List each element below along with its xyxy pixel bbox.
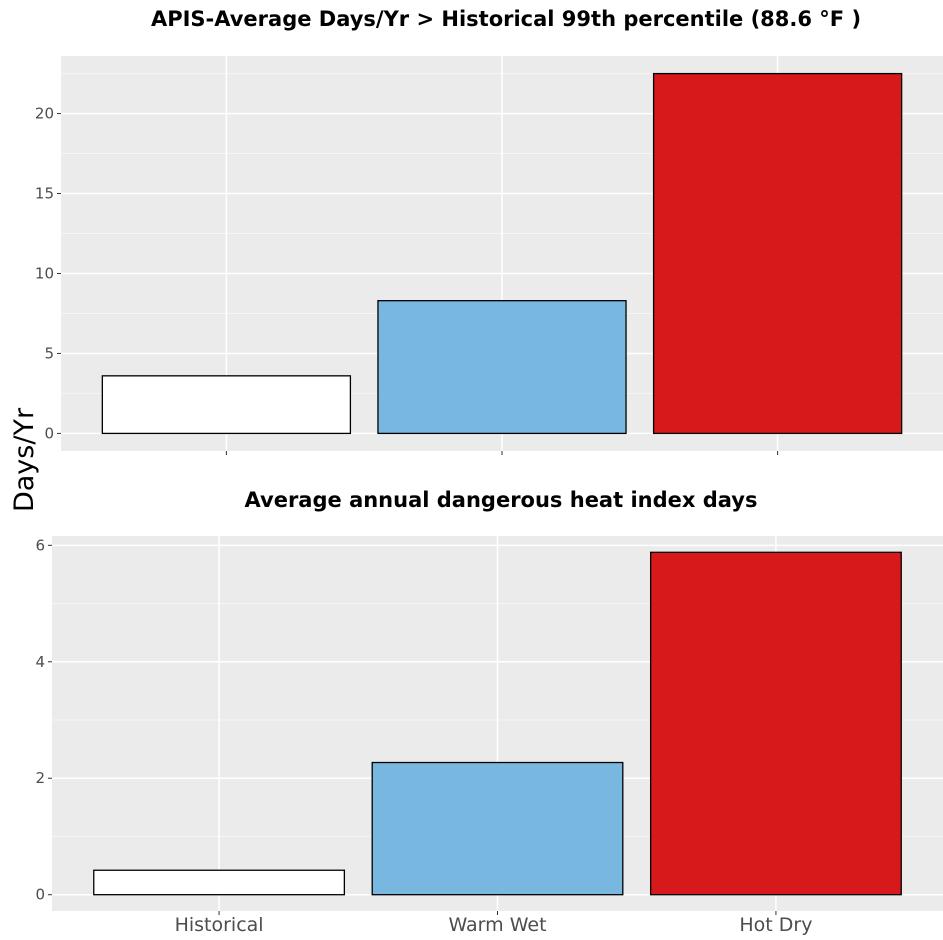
x-tick-label: Historical bbox=[175, 914, 264, 936]
y-tick-label: 0 bbox=[35, 886, 45, 904]
bar-historical bbox=[93, 869, 346, 896]
y-tick-label: 0 bbox=[44, 424, 54, 442]
y-tick-label: 4 bbox=[35, 653, 45, 671]
bar-historical bbox=[101, 375, 352, 435]
y-tick-label: 6 bbox=[35, 536, 45, 554]
chart-title: Average annual dangerous heat index days bbox=[245, 488, 758, 512]
bar-hot-dry bbox=[652, 72, 903, 435]
bar-warm-wet bbox=[377, 300, 627, 435]
bar-warm-wet bbox=[371, 761, 624, 896]
y-tick-label: 2 bbox=[35, 769, 45, 787]
y-tick-label: 5 bbox=[44, 344, 54, 362]
chart-title: APIS-Average Days/Yr > Historical 99th p… bbox=[151, 7, 861, 31]
x-tick-label: Hot Dry bbox=[739, 914, 812, 936]
x-tick-label: Warm Wet bbox=[448, 914, 546, 936]
bar-hot-dry bbox=[649, 551, 902, 896]
y-tick-label: 10 bbox=[35, 264, 54, 282]
y-tick-label: 20 bbox=[35, 105, 54, 123]
chart-top: 0 5 10 15 20 APIS-Average Days/Yr > Historica… bbox=[35, 7, 943, 455]
y-axis-label: Days/Yr bbox=[9, 407, 40, 512]
y-tick-label: 15 bbox=[35, 185, 54, 203]
chart-bottom: 0 2 4 6 Historical Warm Wet Hot Dry Average ann… bbox=[35, 488, 943, 936]
